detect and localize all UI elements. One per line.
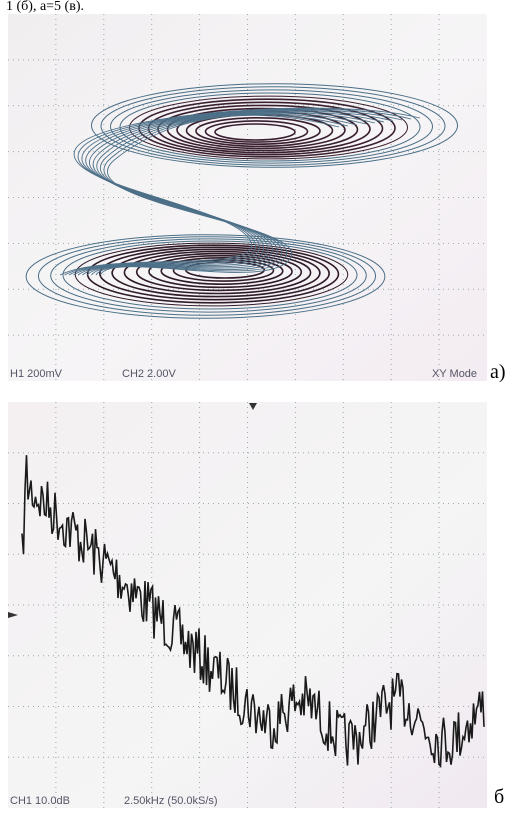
orbit: [160, 256, 284, 285]
orbit: [25, 234, 386, 319]
transition-orbit: [100, 114, 340, 276]
orbit: [99, 246, 330, 301]
panel-label: а): [490, 361, 506, 383]
panel-label: б: [494, 786, 504, 808]
level-marker: [8, 612, 18, 618]
frequency-label: 2.50kHz (50.0kS/s): [124, 795, 218, 807]
caption-fragment: 1 (б), a=5 (в).: [6, 0, 84, 14]
oscilloscope-spectrum: CH1 10.0dB 2.50kHz (50.0kS/s): [8, 402, 487, 808]
orbit: [62, 240, 358, 310]
channel-1-label: H1 200mV: [10, 368, 63, 380]
orbit: [214, 123, 296, 141]
orbit: [50, 238, 367, 313]
orbit: [123, 250, 312, 295]
orbit: [119, 92, 421, 162]
channel-2-label: CH2 2.00V: [122, 368, 176, 380]
orbit: [204, 120, 309, 143]
transition-orbit: [95, 114, 349, 276]
orbit: [135, 252, 303, 292]
orbit: [100, 86, 446, 166]
oscilloscope-xy: H1 200mV CH2 2.00V XY Mode: [8, 14, 487, 381]
grid: [8, 14, 487, 381]
attractor: [25, 83, 458, 319]
orbit: [111, 248, 321, 298]
transition-orbit: [86, 112, 367, 276]
orbit: [195, 117, 321, 146]
orbit: [129, 95, 408, 160]
orbit: [110, 89, 433, 164]
trigger-marker: [249, 403, 257, 410]
orbit: [37, 236, 377, 316]
spectrum-trace: [21, 455, 485, 769]
channel-1-label: CH1 10.0dB: [10, 795, 70, 807]
orbit: [148, 254, 293, 289]
orbit: [74, 242, 349, 307]
screen: [8, 402, 487, 808]
mode-label: XY Mode: [432, 368, 477, 380]
orbit: [91, 83, 458, 168]
trace: [21, 455, 485, 769]
